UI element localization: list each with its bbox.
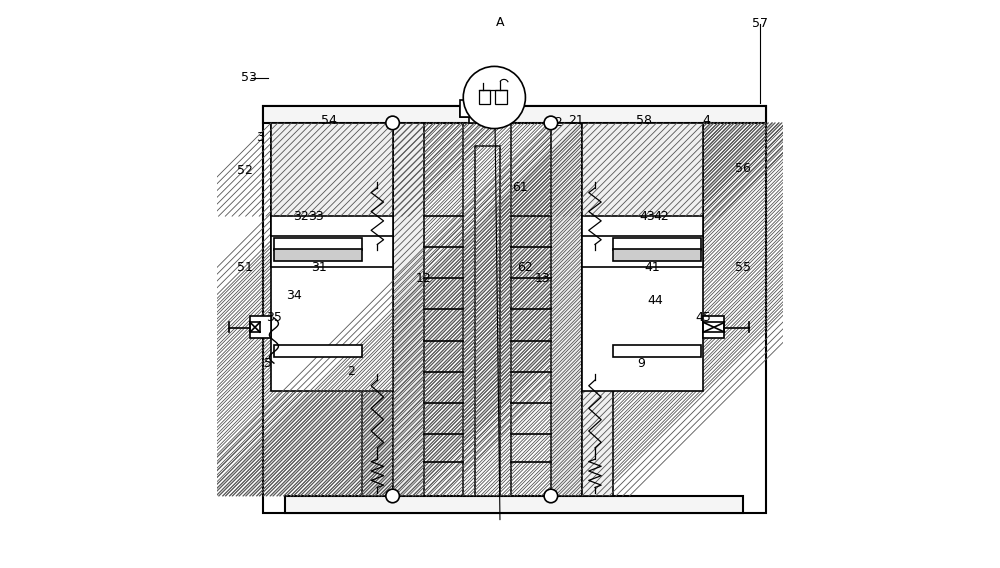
Text: 33: 33 bbox=[308, 210, 324, 223]
Text: 21: 21 bbox=[568, 114, 584, 127]
Text: 4: 4 bbox=[702, 114, 710, 127]
Text: 43: 43 bbox=[639, 210, 655, 223]
Text: 52: 52 bbox=[237, 165, 252, 177]
Bar bbox=[362, 123, 393, 496]
Text: 3: 3 bbox=[256, 131, 264, 144]
FancyBboxPatch shape bbox=[582, 202, 703, 267]
FancyBboxPatch shape bbox=[582, 123, 703, 236]
Text: 55: 55 bbox=[735, 261, 751, 274]
FancyBboxPatch shape bbox=[285, 496, 743, 513]
FancyBboxPatch shape bbox=[479, 90, 490, 105]
FancyBboxPatch shape bbox=[475, 145, 500, 496]
FancyBboxPatch shape bbox=[703, 316, 724, 338]
Circle shape bbox=[386, 489, 399, 503]
FancyBboxPatch shape bbox=[250, 316, 271, 338]
Bar bbox=[551, 123, 582, 496]
FancyBboxPatch shape bbox=[469, 101, 506, 123]
Text: 42: 42 bbox=[653, 210, 669, 223]
Text: 12: 12 bbox=[416, 272, 432, 285]
Text: 2: 2 bbox=[347, 365, 355, 378]
FancyBboxPatch shape bbox=[582, 202, 703, 391]
Text: A: A bbox=[496, 16, 504, 30]
Text: 51: 51 bbox=[237, 261, 252, 274]
Text: 31: 31 bbox=[311, 261, 327, 274]
Text: 34: 34 bbox=[286, 289, 302, 302]
Bar bbox=[271, 123, 393, 216]
FancyBboxPatch shape bbox=[613, 249, 701, 261]
FancyBboxPatch shape bbox=[613, 237, 701, 250]
Text: 35: 35 bbox=[266, 311, 282, 324]
Circle shape bbox=[544, 116, 558, 130]
Text: 22: 22 bbox=[548, 116, 563, 130]
Bar bbox=[582, 123, 703, 216]
Text: 44: 44 bbox=[648, 294, 663, 307]
Text: 58: 58 bbox=[636, 114, 652, 127]
Text: 13: 13 bbox=[535, 272, 550, 285]
Circle shape bbox=[463, 66, 525, 128]
FancyBboxPatch shape bbox=[271, 202, 393, 391]
FancyBboxPatch shape bbox=[460, 101, 475, 117]
Text: 54: 54 bbox=[321, 114, 337, 127]
Bar bbox=[551, 123, 582, 496]
FancyBboxPatch shape bbox=[274, 345, 362, 357]
Text: 56: 56 bbox=[735, 162, 751, 174]
Text: 41: 41 bbox=[645, 261, 660, 274]
FancyBboxPatch shape bbox=[495, 90, 507, 105]
FancyBboxPatch shape bbox=[460, 106, 514, 117]
Bar bbox=[393, 123, 424, 496]
FancyBboxPatch shape bbox=[274, 249, 362, 261]
FancyBboxPatch shape bbox=[271, 123, 393, 236]
FancyBboxPatch shape bbox=[263, 106, 766, 123]
Bar bbox=[393, 123, 424, 496]
Bar bbox=[362, 123, 393, 496]
Text: 62: 62 bbox=[518, 261, 533, 274]
Bar bbox=[582, 123, 613, 496]
Text: 32: 32 bbox=[293, 210, 309, 223]
Text: 57: 57 bbox=[752, 18, 768, 31]
Circle shape bbox=[544, 489, 558, 503]
Text: 9: 9 bbox=[637, 357, 645, 370]
Text: 61: 61 bbox=[512, 181, 528, 194]
Text: 53: 53 bbox=[241, 71, 256, 84]
FancyBboxPatch shape bbox=[274, 237, 362, 250]
FancyBboxPatch shape bbox=[500, 101, 514, 117]
Bar bbox=[582, 123, 703, 216]
Text: 45: 45 bbox=[696, 311, 711, 324]
FancyBboxPatch shape bbox=[613, 345, 701, 357]
Text: 5: 5 bbox=[264, 357, 272, 370]
Bar bbox=[271, 123, 393, 216]
Bar bbox=[582, 123, 613, 496]
FancyBboxPatch shape bbox=[271, 202, 393, 267]
FancyBboxPatch shape bbox=[463, 123, 511, 496]
Circle shape bbox=[386, 116, 399, 130]
